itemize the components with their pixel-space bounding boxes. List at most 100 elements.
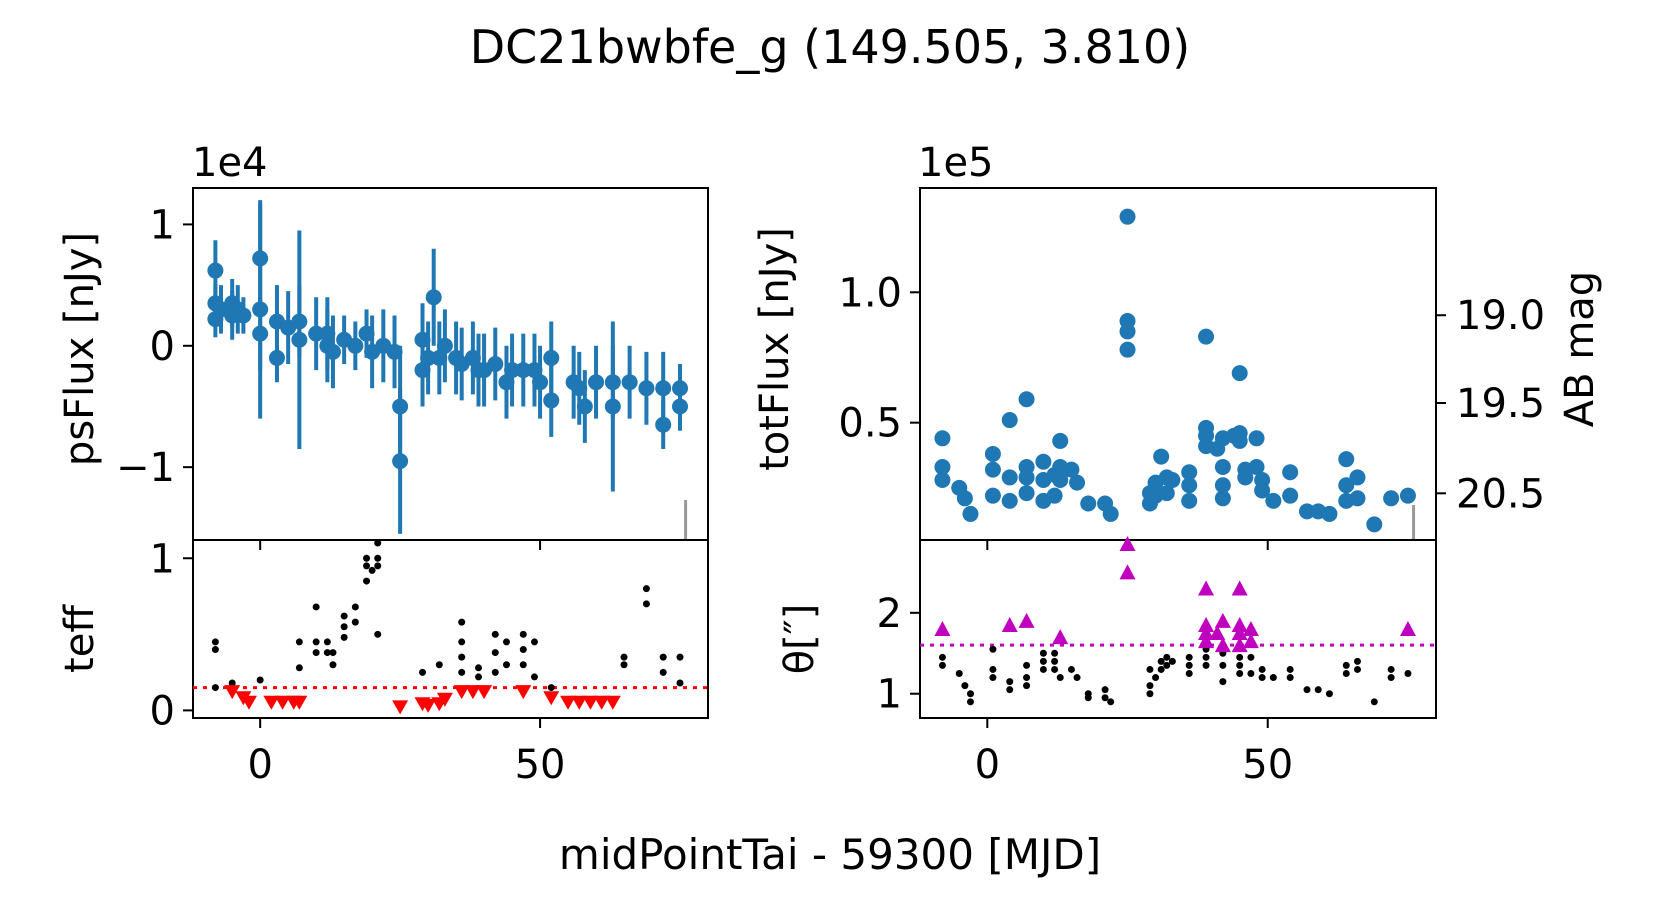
teff-point [642, 600, 650, 608]
theta-point [1051, 649, 1059, 657]
totflux-point [984, 461, 1001, 478]
theta-point [1286, 674, 1294, 682]
teff-upper-limit-marker [476, 685, 493, 700]
theta-y-axis-label: θ[″] [777, 603, 823, 675]
theta-point [1370, 698, 1378, 706]
theta-point [1314, 686, 1322, 694]
totflux-point [1102, 505, 1119, 522]
theta-point [1202, 661, 1210, 669]
teff-upper-limit-marker [274, 695, 291, 710]
teff-point [256, 676, 264, 684]
psflux-point [291, 331, 308, 348]
theta-triangle-marker [1242, 633, 1259, 649]
theta-triangle-marker [1119, 536, 1136, 552]
totflux-point [1399, 487, 1416, 504]
theta-triangle-marker [1198, 625, 1215, 641]
totflux-point [1214, 458, 1231, 475]
theta-point [966, 698, 974, 706]
totflux-point [1158, 485, 1175, 502]
theta-point [1067, 665, 1075, 673]
totflux-point [1018, 391, 1035, 408]
psflux-point [252, 325, 269, 342]
teff-point [474, 664, 482, 672]
psflux-point [604, 398, 621, 415]
theta-point [966, 690, 974, 698]
psflux-point [392, 453, 409, 470]
teff-point [491, 630, 499, 638]
psflux-point [504, 362, 521, 379]
theta-triangle-marker [1209, 625, 1226, 641]
teff-point [435, 661, 443, 669]
totflux-point [1181, 492, 1198, 509]
teff-point [659, 668, 667, 676]
totflux-point [934, 430, 951, 447]
psflux-point [655, 416, 672, 433]
teff-point [323, 638, 331, 646]
teff-point [491, 649, 499, 657]
teff-point [368, 566, 376, 574]
theta-point [1342, 670, 1350, 677]
theta-point [1325, 690, 1333, 698]
psflux-point [576, 398, 593, 415]
theta-triangle-marker [1198, 580, 1215, 596]
teff-point [329, 649, 337, 657]
theta-point [1353, 665, 1361, 673]
teff-point [340, 623, 348, 631]
teff-point [374, 562, 382, 570]
theta-xtick-label: 50 [1242, 742, 1293, 788]
psflux-scale-label: 1e4 [192, 140, 268, 186]
theta-point [1269, 674, 1277, 682]
totflux-point [1119, 323, 1136, 340]
psflux-ytick-label: 0 [150, 324, 175, 370]
theta-point [1101, 694, 1109, 702]
theta-point [1163, 661, 1171, 669]
theta-point [1247, 653, 1255, 661]
totflux-point [984, 445, 1001, 462]
theta-triangle-marker [1231, 637, 1248, 653]
totflux-point [1069, 474, 1086, 491]
theta-ytick-label: 1 [877, 672, 902, 718]
theta-point [1185, 670, 1193, 677]
theta-point [1258, 665, 1266, 673]
teff-point [502, 661, 510, 669]
psflux-ytick-label: 1 [150, 202, 175, 248]
teff-point [642, 585, 650, 593]
totflux-frame [919, 187, 1437, 541]
ab-mag-tick-label: 19.5 [1456, 381, 1545, 427]
teff-upper-limit-marker [291, 695, 308, 710]
totflux-y-axis-label: totFlux [nJy] [752, 227, 798, 471]
teff-frame [192, 539, 709, 719]
theta-point [1236, 653, 1244, 661]
teff-point [351, 603, 359, 611]
psflux-point [420, 349, 437, 366]
totflux-point [1052, 432, 1069, 449]
totflux-point [1035, 453, 1052, 470]
theta-point [938, 661, 946, 669]
theta-triangle-marker [1198, 616, 1215, 632]
totflux-point [1018, 469, 1035, 486]
teff-point [659, 653, 667, 661]
theta-point [1236, 661, 1244, 669]
totflux-point [1198, 328, 1215, 345]
teff-upper-limit-marker [420, 698, 437, 713]
theta-triangle-marker [1231, 580, 1248, 596]
theta-triangle-marker [1052, 629, 1069, 645]
totflux-point [1383, 490, 1400, 507]
teff-point [363, 577, 371, 585]
theta-point [1342, 661, 1350, 669]
theta-point [989, 674, 997, 682]
ab-mag-tick-label: 19.0 [1456, 293, 1545, 339]
psflux-point [543, 392, 560, 409]
teff-point [474, 673, 482, 681]
theta-point [1219, 661, 1227, 669]
teff-ytick-label: 1 [150, 536, 175, 582]
theta-frame [919, 539, 1437, 719]
totflux-point [1299, 503, 1315, 520]
theta-point [1303, 686, 1311, 694]
totflux-point [1001, 412, 1018, 429]
theta-point [1404, 670, 1412, 677]
teff-upper-limit-marker [392, 700, 409, 715]
ab-mag-tick-label: 20.5 [1456, 471, 1545, 517]
teff-point [323, 649, 331, 657]
